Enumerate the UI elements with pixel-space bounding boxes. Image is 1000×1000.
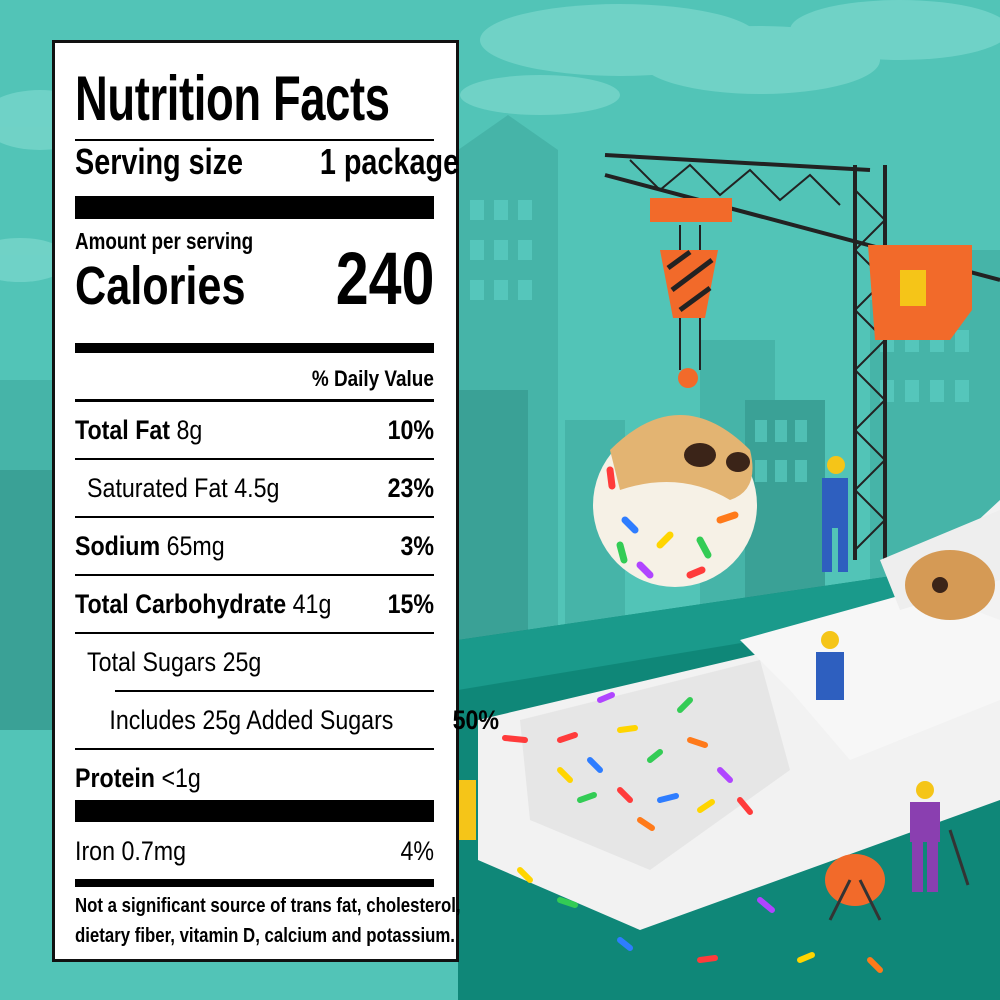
nutrient-dv: 50% [452, 704, 500, 735]
nutrient-amount: 8g [176, 414, 203, 445]
nutrient-amount: <1g [161, 762, 201, 793]
row-divider [75, 574, 434, 576]
row-divider [75, 632, 434, 634]
worker-sitting [816, 631, 844, 700]
nutrient-dv: 23% [387, 472, 434, 503]
nutrient-name: Protein [75, 762, 155, 793]
crane-operator [900, 270, 926, 306]
nutrient-row-added-sugars: Includes 25g Added Sugars 50% [75, 692, 499, 748]
nutrient-name: Sodium [75, 530, 161, 561]
vitamin-name: Iron [75, 835, 116, 866]
vitamin-row-iron: Iron 0.7mg 4% [75, 823, 434, 879]
nutrient-amount: 65mg [166, 530, 225, 561]
amount-per-serving: Amount per serving [75, 228, 254, 254]
vitamin-amount: 0.7mg [121, 835, 187, 866]
serving-size-label: Serving size [75, 141, 244, 182]
footnote-divider [75, 879, 434, 887]
nutrient-amount: 41g [292, 588, 332, 619]
row-divider [75, 516, 434, 518]
nutrient-row-protein: Protein <1g [75, 750, 434, 806]
calories-label: Calories [75, 256, 246, 316]
nutrition-facts-label: Nutrition Facts Serving size 1 package A… [52, 40, 499, 962]
hanging-cookie [593, 415, 757, 587]
row-divider [115, 690, 434, 692]
nutrient-row-saturated-fat: Saturated Fat 4.5g 23% [75, 460, 434, 516]
thick-divider-top [75, 196, 434, 219]
serving-size-value: 1 package [319, 141, 460, 182]
nutrient-name: Total Fat [75, 414, 171, 445]
label-title: Nutrition Facts [75, 64, 390, 134]
nutrient-dv: 3% [400, 530, 434, 561]
nutrient-amount: 25g [222, 646, 262, 677]
worker-with-shovel [910, 781, 970, 892]
nutrient-name: Saturated Fat [87, 472, 228, 503]
row-divider [75, 458, 434, 460]
hook-ball [678, 368, 698, 388]
nutrient-row-sodium: Sodium 65mg 3% [75, 518, 434, 574]
label-footnote: Not a significant source of trans fat, c… [75, 891, 461, 951]
nutrient-row-total-sugars: Total Sugars 25g [75, 634, 434, 690]
crane-trolley [650, 198, 732, 222]
nutrient-row-total-carbohydrate: Total Carbohydrate 41g 15% [75, 576, 434, 632]
snack-tray [478, 500, 1000, 930]
nutrient-name: Total Carbohydrate [75, 588, 287, 619]
title-divider [75, 139, 434, 141]
dv-divider [75, 399, 434, 402]
worker-on-roof [822, 456, 848, 572]
nutrient-row-total-fat: Total Fat 8g 10% [75, 402, 434, 458]
vitamin-dv: 4% [400, 835, 434, 866]
nutrient-name: Includes 25g Added Sugars [109, 704, 394, 735]
serving-size-row: Serving size 1 package [75, 140, 459, 184]
row-divider [75, 748, 434, 750]
medium-divider [75, 343, 434, 353]
cement-mixer [825, 854, 885, 921]
nutrient-amount: 4.5g [234, 472, 280, 503]
worker-behind-label [458, 780, 476, 840]
nutrient-dv: 15% [387, 588, 434, 619]
rooftop-edge [458, 560, 1000, 690]
daily-value-header: % Daily Value [312, 366, 434, 391]
hook-stripes [666, 249, 714, 313]
nutrient-dv: 10% [387, 414, 434, 445]
nutrient-name: Total Sugars [87, 646, 217, 677]
sprinkles [502, 692, 883, 973]
footnote-line-2: dietary fiber, vitamin D, calcium and po… [75, 925, 455, 947]
footnote-line-1: Not a significant source of trans fat, c… [75, 895, 461, 917]
thick-divider-bottom [75, 800, 434, 822]
calories-value: 240 [335, 237, 434, 320]
